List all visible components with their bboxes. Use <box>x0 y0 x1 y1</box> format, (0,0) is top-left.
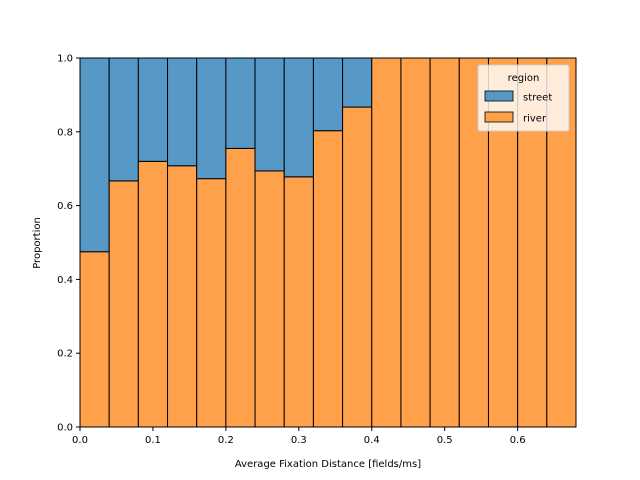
bar-river <box>225 147 256 428</box>
legend-title: region <box>508 73 540 84</box>
bar-river <box>371 57 402 428</box>
bar-river <box>137 160 169 428</box>
x-axis-label: Average Fixation Distance [fields/ms] <box>235 459 421 470</box>
bar-street <box>254 57 285 172</box>
y-tick-label: 0.0 <box>57 423 73 434</box>
bars-layer <box>79 57 577 428</box>
bar-river <box>400 57 431 428</box>
bar-street <box>225 57 256 149</box>
legend-label-street: street <box>523 93 552 104</box>
y-tick-label: 0.2 <box>57 349 73 360</box>
bar-street <box>196 57 227 180</box>
bar-river <box>312 130 344 428</box>
legend-label-river: river <box>523 114 547 125</box>
bar-river <box>196 178 227 428</box>
bar-street <box>108 57 139 182</box>
x-tick-label: 0.1 <box>145 435 161 446</box>
bar-street <box>283 57 314 178</box>
bar-street <box>79 57 110 253</box>
x-tick-label: 0.3 <box>291 435 307 446</box>
x-tick-label: 0.2 <box>218 435 234 446</box>
bar-river <box>254 170 285 428</box>
legend-swatch-river <box>484 111 514 123</box>
bar-street <box>342 57 373 108</box>
x-tick-label: 0.4 <box>364 435 380 446</box>
y-tick-label: 0.6 <box>57 201 73 212</box>
bar-river <box>108 180 139 428</box>
y-tick-label: 1.0 <box>57 54 73 65</box>
x-tick-label: 0.6 <box>510 435 526 446</box>
y-axis-label: Proportion <box>32 217 43 269</box>
bar-river <box>429 57 460 428</box>
y-tick-label: 0.8 <box>57 127 73 138</box>
bar-street <box>312 57 344 132</box>
axes-layer: 0.0 0.1 0.2 0.3 0.4 0.5 0.6 0.0 0.2 0.4 0.6 0.8 1.0 <box>57 54 577 446</box>
bar-street <box>167 57 198 167</box>
bar-river <box>79 251 110 428</box>
legend-swatch-street <box>484 90 514 102</box>
legend: region street river <box>477 64 570 132</box>
bar-street <box>137 57 169 162</box>
y-tick-label: 0.4 <box>57 275 73 286</box>
bar-river <box>167 165 198 428</box>
bar-river <box>283 176 314 428</box>
bar-river <box>342 106 373 428</box>
x-tick-label: 0.5 <box>437 435 453 446</box>
x-tick-label: 0.0 <box>72 435 88 446</box>
